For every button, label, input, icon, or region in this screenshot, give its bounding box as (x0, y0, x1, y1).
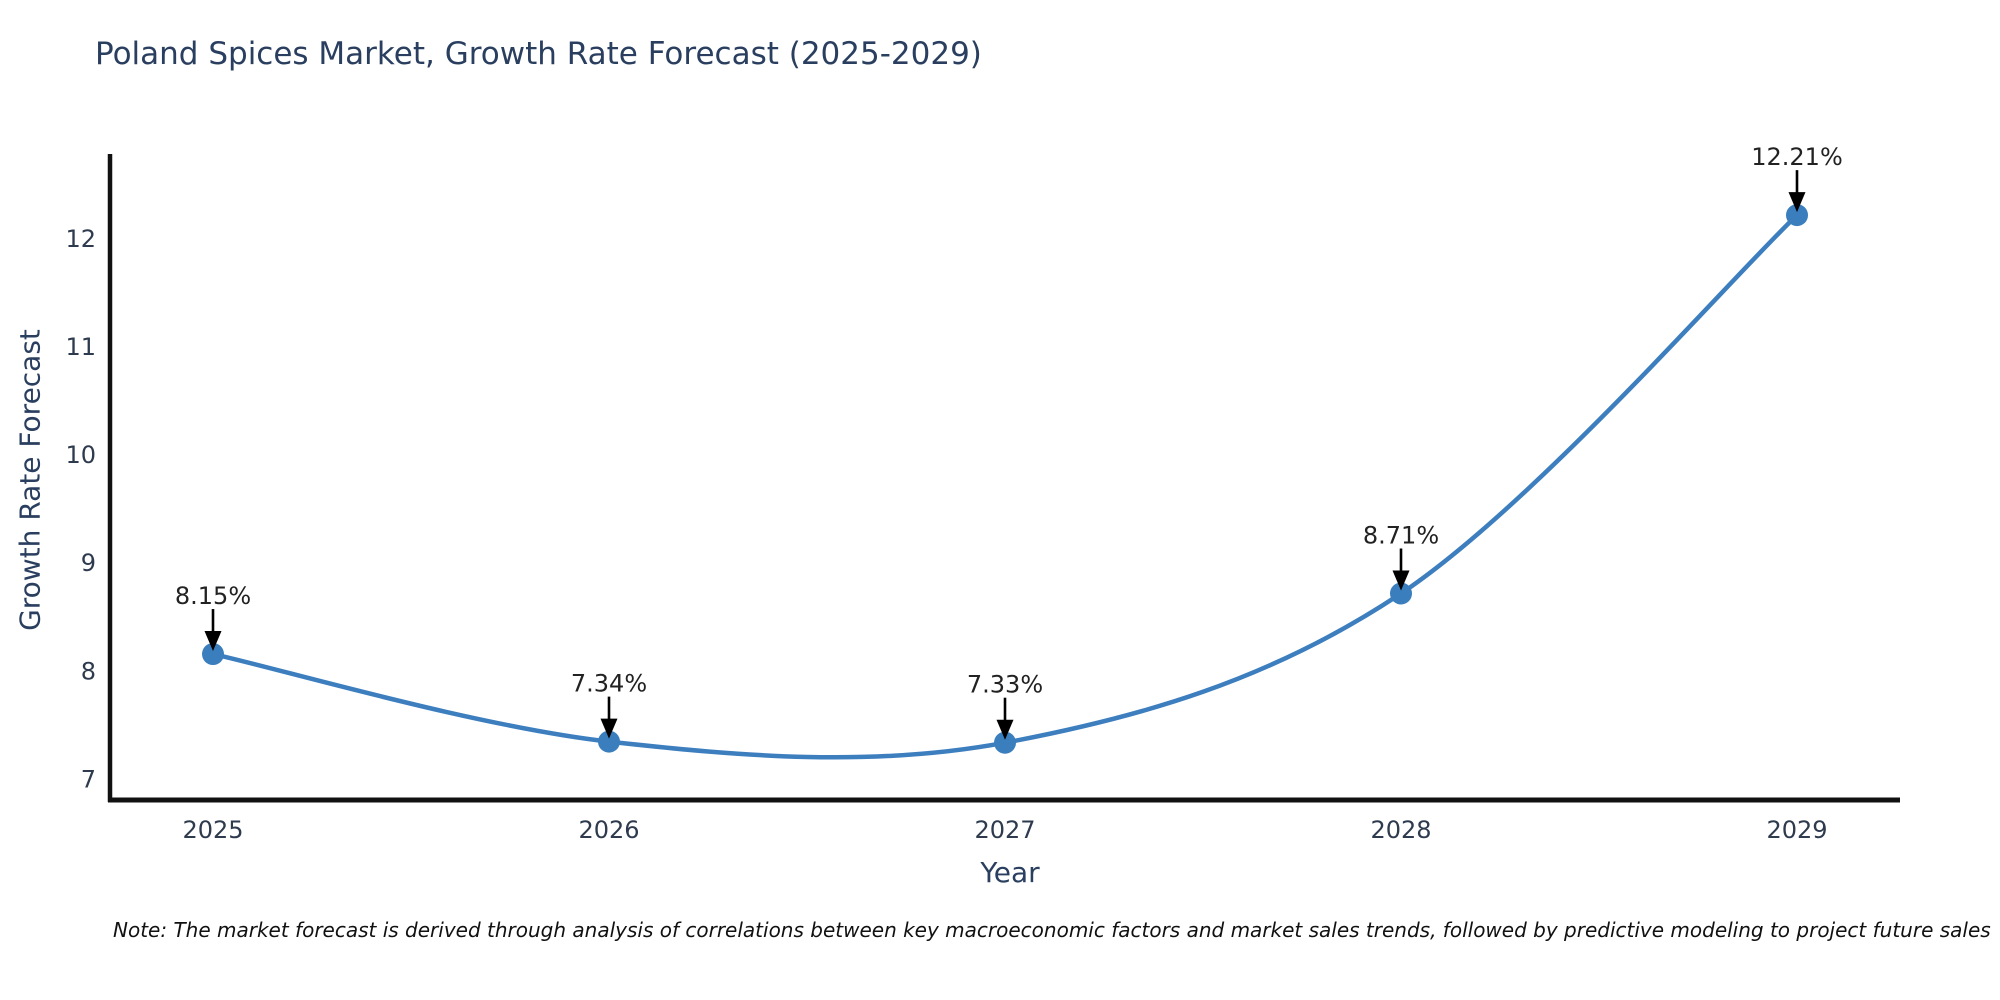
annotation-arrowhead-icon (600, 718, 618, 739)
y-tick-label: 9 (81, 549, 96, 577)
y-tick-label: 11 (65, 333, 96, 361)
annotation-arrowhead-icon (1788, 192, 1806, 213)
y-tick-label: 7 (81, 765, 96, 793)
data-label: 7.34% (571, 670, 647, 698)
chart-title: Poland Spices Market, Growth Rate Foreca… (95, 36, 982, 72)
x-tick-label: 2026 (578, 816, 639, 844)
data-point[interactable] (1390, 582, 1412, 605)
x-axis-title: Year (0, 856, 2000, 889)
data-label: 8.15% (175, 582, 251, 610)
annotation-arrowhead-icon (204, 631, 222, 652)
data-label: 7.33% (967, 671, 1043, 699)
x-axis-title-text: Year (980, 856, 1040, 889)
annotation-arrowhead-icon (1392, 570, 1410, 591)
data-point[interactable] (598, 730, 620, 753)
x-tick-label: 2025 (182, 816, 243, 844)
x-tick-label: 2027 (974, 816, 1035, 844)
data-point[interactable] (202, 643, 224, 666)
x-tick-label: 2029 (1766, 816, 1827, 844)
data-label: 12.21% (1751, 143, 1843, 171)
x-tick-label: 2028 (1370, 816, 1431, 844)
footnote: Note: The market forecast is derived thr… (113, 918, 1991, 942)
series-line[interactable] (210, 212, 1800, 760)
data-point[interactable] (994, 731, 1016, 754)
data-point[interactable] (1786, 204, 1808, 227)
y-tick-label: 10 (65, 441, 96, 469)
y-tick-label: 12 (65, 225, 96, 253)
y-axis-title: Growth Rate Forecast (13, 329, 47, 631)
data-label: 8.71% (1363, 522, 1439, 550)
y-tick-label: 8 (81, 657, 96, 685)
annotation-arrowhead-icon (996, 719, 1014, 740)
